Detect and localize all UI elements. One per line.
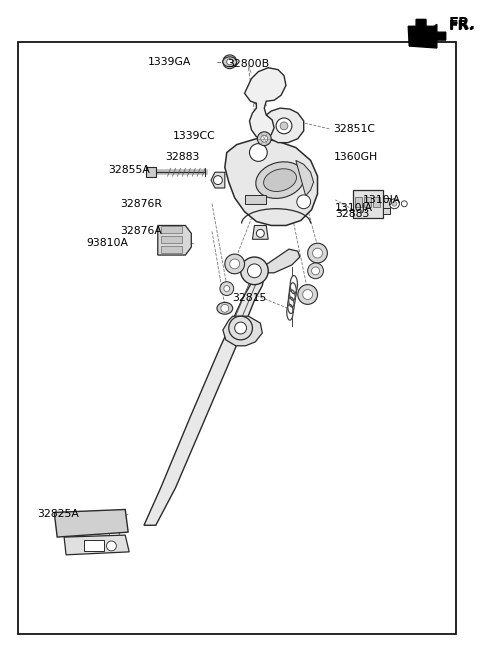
- Ellipse shape: [217, 302, 233, 314]
- Circle shape: [261, 135, 268, 142]
- Polygon shape: [296, 160, 313, 196]
- Ellipse shape: [256, 162, 304, 199]
- Circle shape: [257, 132, 271, 146]
- Polygon shape: [409, 24, 446, 48]
- Text: 1310JA: 1310JA: [363, 195, 401, 205]
- Text: 32800B: 32800B: [228, 59, 270, 69]
- Circle shape: [297, 195, 311, 209]
- Circle shape: [308, 263, 324, 279]
- Bar: [364, 197, 371, 207]
- Text: 32815: 32815: [232, 294, 266, 304]
- Text: 32855A: 32855A: [108, 165, 150, 176]
- Text: 1360GH: 1360GH: [333, 152, 378, 162]
- Text: 32883: 32883: [166, 152, 200, 162]
- Polygon shape: [353, 190, 383, 218]
- Circle shape: [223, 55, 237, 69]
- Polygon shape: [408, 19, 434, 46]
- Circle shape: [220, 282, 234, 296]
- Circle shape: [312, 267, 320, 275]
- Text: FR.: FR.: [449, 16, 476, 32]
- Text: 93810A: 93810A: [87, 238, 129, 248]
- Text: 32876R: 32876R: [120, 199, 162, 209]
- Circle shape: [235, 322, 247, 334]
- Text: 32883: 32883: [335, 209, 370, 218]
- Circle shape: [221, 304, 229, 312]
- Circle shape: [214, 176, 222, 185]
- Bar: [383, 208, 391, 214]
- Text: 1339GA: 1339GA: [148, 57, 192, 67]
- Circle shape: [227, 59, 233, 65]
- Polygon shape: [211, 172, 225, 188]
- Ellipse shape: [223, 57, 237, 67]
- Circle shape: [240, 257, 268, 284]
- Bar: [373, 197, 380, 207]
- Text: 32851C: 32851C: [333, 124, 375, 134]
- Circle shape: [225, 254, 244, 274]
- Circle shape: [401, 201, 407, 207]
- Circle shape: [280, 122, 288, 130]
- Polygon shape: [54, 510, 128, 537]
- Circle shape: [312, 248, 323, 258]
- Circle shape: [389, 199, 399, 209]
- Bar: [161, 226, 182, 234]
- Circle shape: [256, 230, 264, 238]
- Circle shape: [303, 290, 312, 300]
- Circle shape: [308, 244, 327, 263]
- Circle shape: [392, 201, 397, 206]
- Text: 32825A: 32825A: [37, 510, 79, 519]
- Polygon shape: [223, 316, 262, 346]
- Circle shape: [276, 118, 292, 134]
- Bar: [161, 246, 182, 253]
- Bar: [161, 236, 182, 244]
- Polygon shape: [64, 535, 129, 555]
- Circle shape: [230, 259, 240, 269]
- Polygon shape: [225, 139, 318, 226]
- Circle shape: [107, 541, 116, 551]
- Polygon shape: [252, 226, 268, 240]
- Circle shape: [248, 264, 261, 278]
- Circle shape: [229, 316, 252, 340]
- Polygon shape: [244, 195, 266, 204]
- Bar: [84, 540, 104, 551]
- Circle shape: [250, 144, 267, 162]
- Bar: [355, 197, 362, 207]
- Text: FR.: FR.: [449, 19, 474, 33]
- Circle shape: [227, 59, 233, 65]
- Polygon shape: [264, 249, 300, 273]
- Polygon shape: [158, 226, 192, 255]
- Polygon shape: [244, 68, 286, 139]
- Polygon shape: [266, 108, 304, 143]
- Text: 32876A: 32876A: [120, 226, 162, 236]
- Bar: [146, 167, 156, 177]
- Text: 1339CC: 1339CC: [173, 131, 216, 141]
- Ellipse shape: [264, 169, 297, 191]
- Bar: [383, 198, 391, 208]
- Circle shape: [224, 286, 230, 292]
- Circle shape: [298, 284, 318, 304]
- Polygon shape: [144, 276, 264, 525]
- Text: 1310JA: 1310JA: [335, 203, 373, 213]
